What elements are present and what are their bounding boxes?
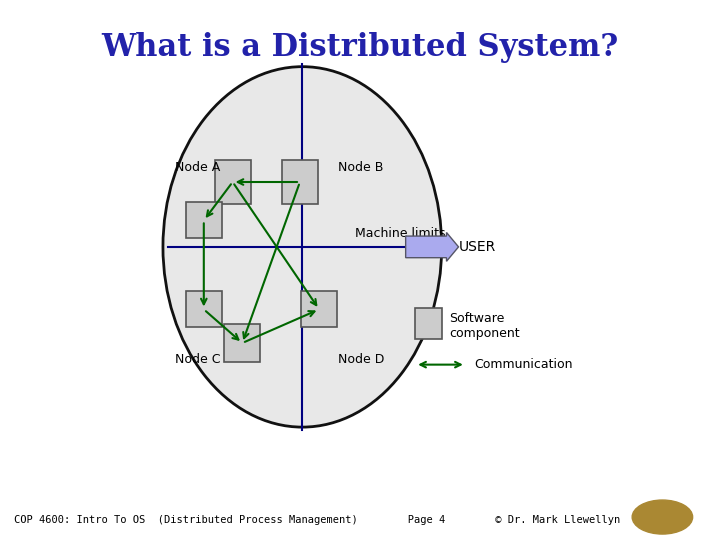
FancyBboxPatch shape bbox=[282, 160, 318, 204]
Text: What is a Distributed System?: What is a Distributed System? bbox=[102, 32, 618, 63]
Circle shape bbox=[632, 500, 693, 534]
FancyBboxPatch shape bbox=[186, 292, 222, 327]
FancyBboxPatch shape bbox=[415, 308, 441, 340]
FancyBboxPatch shape bbox=[186, 202, 222, 239]
FancyBboxPatch shape bbox=[224, 324, 260, 362]
Text: Node C: Node C bbox=[175, 353, 220, 366]
Text: COP 4600: Intro To OS  (Distributed Process Management)        Page 4        © D: COP 4600: Intro To OS (Distributed Proce… bbox=[14, 515, 621, 525]
Text: Communication: Communication bbox=[474, 358, 573, 371]
Ellipse shape bbox=[163, 66, 441, 427]
Text: USER: USER bbox=[459, 240, 496, 254]
Text: Machine limits: Machine limits bbox=[355, 227, 446, 240]
Text: Software
component: Software component bbox=[449, 312, 520, 340]
Text: Node D: Node D bbox=[338, 353, 384, 366]
FancyArrow shape bbox=[405, 232, 459, 261]
Text: Node A: Node A bbox=[175, 161, 220, 174]
Text: Node B: Node B bbox=[338, 161, 384, 174]
FancyBboxPatch shape bbox=[215, 160, 251, 204]
FancyBboxPatch shape bbox=[301, 292, 337, 327]
